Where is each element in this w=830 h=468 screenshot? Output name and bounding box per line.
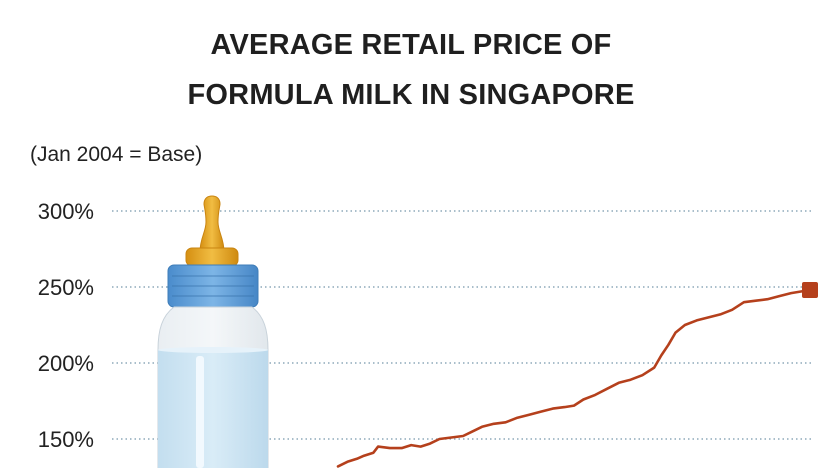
base-note: (Jan 2004 = Base) bbox=[30, 143, 203, 166]
chart-title-line-1: AVERAGE RETAIL PRICE OF bbox=[210, 29, 612, 61]
baby-bottle-illustration bbox=[157, 195, 269, 468]
y-tick-label: 200% bbox=[38, 351, 94, 376]
chart-title-line-2: FORMULA MILK IN SINGAPORE bbox=[187, 79, 635, 111]
y-axis-ticks: 300% 250% 200% 150% bbox=[38, 199, 94, 452]
chart-title: AVERAGE RETAIL PRICE OF FORMULA MILK IN … bbox=[0, 20, 822, 120]
bottle-nipple-base bbox=[185, 247, 239, 267]
y-tick-label: 300% bbox=[38, 199, 94, 224]
y-tick-label: 250% bbox=[38, 275, 94, 300]
bottle-nipple bbox=[199, 195, 225, 253]
y-tick-label: 150% bbox=[38, 427, 94, 452]
series-line bbox=[336, 288, 812, 468]
bottle-milk bbox=[158, 350, 268, 468]
series-end-marker bbox=[802, 282, 818, 298]
